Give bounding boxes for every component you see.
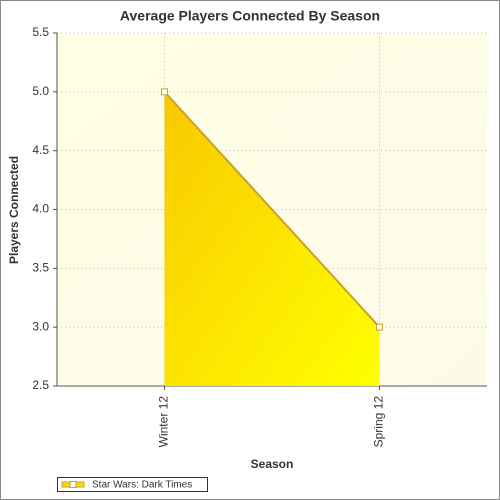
y-tick-label: 5.0	[32, 84, 49, 98]
chart-title: Average Players Connected By Season	[120, 8, 380, 24]
y-tick-label: 2.5	[32, 378, 49, 392]
y-tick-label: 4.0	[32, 202, 49, 216]
legend-label: Star Wars: Dark Times	[92, 480, 192, 491]
marker	[161, 88, 168, 96]
x-tick-label: Winter 12	[157, 396, 171, 448]
legend-box	[57, 477, 208, 492]
y-tick-label: 5.5	[32, 25, 49, 39]
legend-marker	[69, 481, 77, 488]
y-tick-label: 3.5	[32, 261, 49, 275]
marker	[376, 323, 383, 331]
y-tick-label: 3.0	[32, 319, 49, 333]
y-axis-title: Players Connected	[7, 156, 21, 264]
area	[164, 91, 380, 386]
y-tick-label: 4.5	[32, 143, 49, 157]
x-axis-title: Season	[251, 457, 294, 471]
x-tick-label: Spring 12	[372, 396, 386, 448]
area-line	[163, 91, 381, 328]
